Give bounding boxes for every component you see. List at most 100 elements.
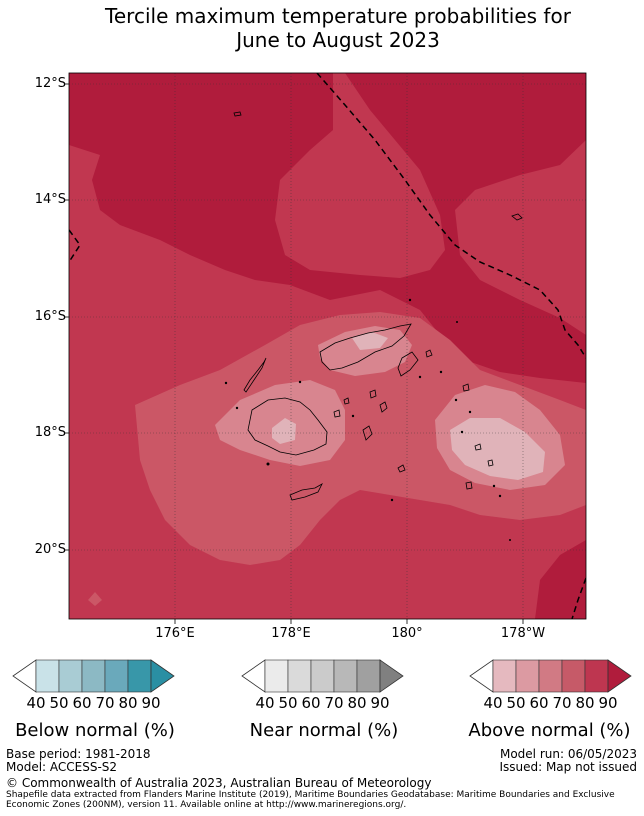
colorbar-above-swatches (492, 659, 609, 693)
map-frame (68, 72, 587, 620)
islet-4 (333, 409, 341, 418)
near-swatch (356, 659, 381, 693)
tick-marks (64, 83, 524, 624)
colorbar-near-high-arrow (379, 659, 404, 693)
islet-1 (362, 425, 373, 441)
model-text: Model: ACCESS-S2 (6, 760, 118, 774)
above-swatch (561, 659, 586, 693)
above-tick: 50 (506, 694, 526, 712)
below-tick: 90 (141, 694, 161, 712)
shapefile-credit-line-2: Economic Zones (200NM), version 11. Avai… (6, 800, 407, 810)
islet-2 (379, 401, 388, 413)
copyright-text: © Commonwealth of Australia 2023, Austra… (6, 776, 432, 790)
lat-label-16s: 16°S (34, 309, 66, 324)
colorbar-above-title: Above normal (%) (468, 720, 631, 741)
colorbar-near-title: Near normal (%) (249, 720, 399, 741)
colorbar-below-title: Below normal (%) (15, 720, 175, 741)
title-line-2: June to August 2023 (236, 28, 440, 52)
islet-10 (462, 383, 470, 392)
near-tick: 40 (255, 694, 275, 712)
near-swatch (310, 659, 335, 693)
colorbar-near-ticks: 40 50 60 70 80 90 (239, 694, 409, 714)
near-swatch (333, 659, 358, 693)
colorbar-above-high-arrow (607, 659, 632, 693)
model-run-text: Model run: 06/05/2023 (499, 747, 637, 761)
coastlines (233, 111, 523, 501)
near-swatch (287, 659, 312, 693)
lon-label-178w: 178°W (500, 626, 546, 641)
colorbar-near-low-arrow (241, 659, 266, 693)
islet-3 (369, 389, 377, 399)
map-panel (69, 73, 586, 619)
islet-9 (425, 349, 433, 358)
eez-boundary-line-west (69, 229, 81, 263)
lat-label-12s: 12°S (34, 76, 66, 91)
above-tick: 60 (529, 694, 549, 712)
islet-7 (487, 459, 494, 467)
eez-boundary-line (316, 73, 586, 359)
near-tick: 80 (347, 694, 367, 712)
near-tick: 90 (370, 694, 390, 712)
islet-8 (465, 481, 473, 490)
kadavu-island (289, 482, 323, 501)
region-p50-north-spot (352, 332, 388, 350)
below-swatch (104, 659, 129, 693)
below-tick: 70 (95, 694, 115, 712)
colorbar-below (12, 659, 175, 693)
islet-dots (224, 298, 511, 541)
region-p90-southeast (535, 540, 586, 619)
above-swatch (515, 659, 540, 693)
below-swatch (58, 659, 83, 693)
north-island (233, 111, 242, 117)
below-tick: 40 (26, 694, 46, 712)
islet-11 (343, 397, 350, 405)
region-p50-lau (450, 418, 545, 480)
lon-label-178e: 178°E (271, 626, 311, 641)
above-swatch (584, 659, 609, 693)
below-tick: 80 (118, 694, 138, 712)
northeast-island (511, 213, 523, 221)
map-title: Tercile maximum temperature probabilitie… (0, 4, 644, 52)
region-p70-central (135, 312, 586, 565)
viti-levu-island (247, 397, 328, 456)
colorbar-near (241, 659, 404, 693)
below-swatch (35, 659, 60, 693)
lat-label-14s: 14°S (34, 192, 66, 207)
near-tick: 50 (278, 694, 298, 712)
near-swatch (264, 659, 289, 693)
above-tick: 40 (483, 694, 503, 712)
colorbar-above-low-arrow (469, 659, 494, 693)
lat-label-20s: 20°S (34, 542, 66, 557)
above-tick: 70 (552, 694, 572, 712)
islet-6 (474, 443, 482, 451)
near-tick: 70 (324, 694, 344, 712)
below-tick: 60 (72, 694, 92, 712)
above-tick: 90 (598, 694, 618, 712)
colorbar-below-high-arrow (150, 659, 175, 693)
shapefile-credit: Shapefile data extracted from Flanders M… (6, 790, 640, 810)
below-swatch (127, 659, 152, 693)
yasawa-islands (243, 357, 267, 393)
above-swatch (492, 659, 517, 693)
colorbar-above (469, 659, 632, 693)
near-tick: 60 (301, 694, 321, 712)
colorbar-below-ticks: 40 50 60 70 80 90 (10, 694, 180, 714)
title-line-1: Tercile maximum temperature probabilitie… (105, 4, 571, 28)
islet-5 (397, 464, 406, 473)
colorbar-near-swatches (264, 659, 381, 693)
colorbar-below-swatches (35, 659, 152, 693)
above-swatch (538, 659, 563, 693)
region-p60-fiji-north (318, 326, 412, 376)
above-tick: 80 (575, 694, 595, 712)
below-swatch (81, 659, 106, 693)
issued-text: Issued: Map not issued (499, 760, 637, 774)
lon-label-176e: 176°E (155, 626, 195, 641)
taveuni-island (397, 351, 419, 377)
base-period-text: Base period: 1981-2018 (6, 747, 151, 761)
shapefile-credit-line-1: Shapefile data extracted from Flanders M… (6, 790, 615, 800)
colorbar-above-ticks: 40 50 60 70 80 90 (467, 694, 637, 714)
region-p80-upper (275, 73, 445, 278)
region-p70-sw-spot (88, 592, 102, 606)
lat-label-18s: 18°S (34, 425, 66, 440)
